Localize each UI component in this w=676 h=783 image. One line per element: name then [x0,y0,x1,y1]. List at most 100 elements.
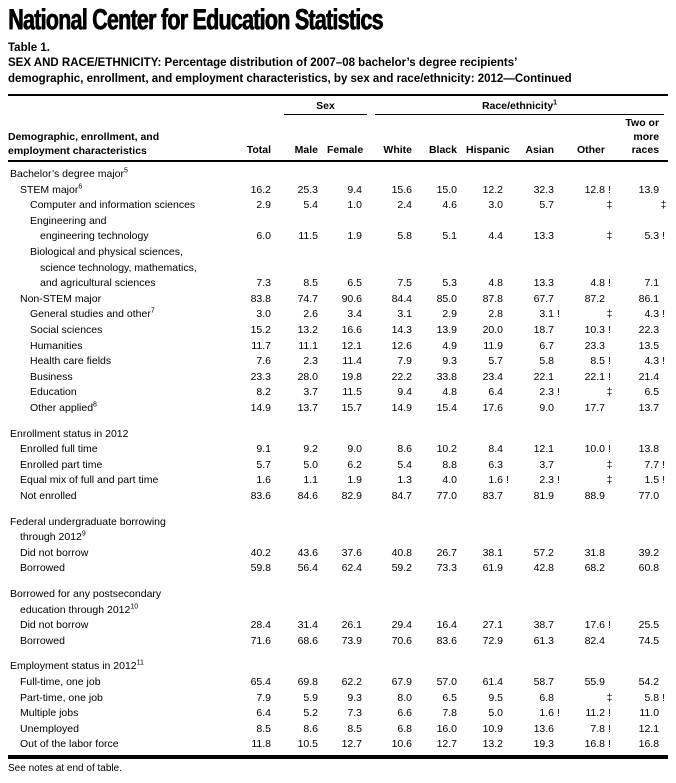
value-cell [466,603,512,619]
value-cell [327,515,371,531]
row-label: Business [30,370,73,383]
value-cell: 5.3 [442,277,457,290]
value-cell [371,427,421,443]
value-cell: 60.8 [638,562,660,575]
value-cell: 77.0 [436,489,457,502]
value-cell: 7.3 [347,707,362,720]
value-cell: 26.1 [341,619,362,632]
value-cell: 17.7 [584,402,605,415]
spanner-row: Sex Race/ethnicity1 [8,94,669,116]
value-cell: 5.4 [303,199,318,212]
value-cell [280,427,327,443]
value-cell [371,515,421,531]
value-cell: 5.4 [397,458,412,471]
value-cell: 6.5 [644,386,660,399]
value-cell: 83.6 [250,489,271,502]
value-cell: 5.1 [442,230,457,243]
value-cell: 14.9 [391,402,412,415]
value-cell: 4.3! [644,308,665,321]
value-cell [563,167,614,183]
value-cell [466,530,512,546]
value-cell: 5.0 [488,707,503,720]
value-cell: 61.4 [482,675,503,688]
value-cell [238,167,280,183]
value-cell [371,603,421,619]
value-cell: 9.3 [347,691,362,704]
value-cell: 81.9 [533,489,554,502]
value-cell [238,603,280,619]
value-cell: 6.4 [488,386,503,399]
value-cell: 6.0 [256,230,271,243]
value-cell: 62.4 [341,562,362,575]
value-cell: 11.5 [342,386,362,399]
value-cell: 8.2 [256,386,271,399]
value-cell: 57.0 [436,675,457,688]
value-cell: 5.2 [303,707,318,720]
value-cell: 23.4 [482,370,503,383]
table-row: Computer and information sciences 2.9 5.4 1… [8,198,668,214]
value-cell: 86.1 [638,292,660,305]
row-label: Borrowed for any postsecondary [10,587,162,600]
value-cell: 23.3 [584,339,605,352]
table-row: Did not borrow 40.2 43.6 37.6 40.8 26.7 38.1 57… [8,546,668,562]
value-cell: 2.3! [539,474,560,487]
spanner-empty [8,94,280,116]
section-row: Enrollment status in 2012 [8,427,668,443]
value-cell: 5.9 [303,691,318,704]
col-header-white: White [371,115,421,163]
table-row: Enrolled part time 5.7 5.0 6.2 5.4 8.8 6.3 3.7 ‡… [8,458,668,474]
value-cell [238,261,280,277]
section-row: science technology, mathematics, [8,261,668,277]
value-cell: ‡ [606,308,613,321]
value-cell: ‡ [606,458,613,471]
value-cell [563,214,614,230]
value-cell: ‡ [660,199,667,212]
value-cell: 58.7 [533,675,554,688]
value-cell: 11.5 [298,230,318,243]
value-cell: 12.7 [341,738,362,751]
value-cell: 10.6 [391,738,412,751]
value-cell [466,214,512,230]
value-cell: 59.8 [250,562,271,575]
value-cell: 10.9 [482,722,503,735]
row-label: and agricultural sciences [40,277,156,290]
value-cell: 8.4 [488,443,503,456]
table-row: Equal mix of full and part time 1.6 1.1 1.9… [8,473,668,489]
col-header-female: Female [327,115,371,163]
table-row: Out of the labor force 11.8 10.5 12.7 10.6 12… [8,737,668,753]
value-cell: 29.4 [391,619,412,632]
value-cell: 3.0 [256,308,271,321]
table-row: and agricultural sciences 7.3 8.5 6.5 7.5 5.3… [8,276,668,292]
value-cell [614,515,668,531]
value-cell: 4.4 [488,230,503,243]
value-cell: 12.6 [391,339,412,352]
value-cell: 71.6 [250,634,271,647]
value-cell [466,261,512,277]
value-cell: 22.1! [584,370,611,383]
value-cell: 15.6 [391,183,412,196]
row-label: Equal mix of full and part time [20,474,159,487]
value-cell: 3.7 [303,386,318,399]
table-row: STEM major6 16.2 25.3 9.4 15.6 15.0 12.2 32.3 12… [8,183,668,199]
value-cell [327,214,371,230]
value-cell: 28.0 [297,370,318,383]
row-label: Health care fields [30,355,112,368]
value-cell [421,214,466,230]
row-label: Humanities [30,339,83,352]
table-row: Other applied8 14.9 13.7 15.7 14.9 15.4 17.6 9.… [8,401,668,417]
value-cell: 4.8! [590,277,611,290]
column-header-row: Demographic, enrollment, and employment … [8,115,669,163]
value-cell: 1.6! [488,474,509,487]
value-cell: 3.1! [539,308,560,321]
value-cell [614,167,668,183]
value-cell: 10.3! [584,324,611,337]
section-row: through 20129 [8,530,668,546]
value-cell: 12.2 [482,183,503,196]
spacer-row [8,417,668,427]
value-cell: 13.7 [638,402,660,415]
value-cell: 61.3 [533,634,554,647]
value-cell [512,603,563,619]
value-cell: ‡ [606,199,613,212]
spacer-row [8,649,668,659]
